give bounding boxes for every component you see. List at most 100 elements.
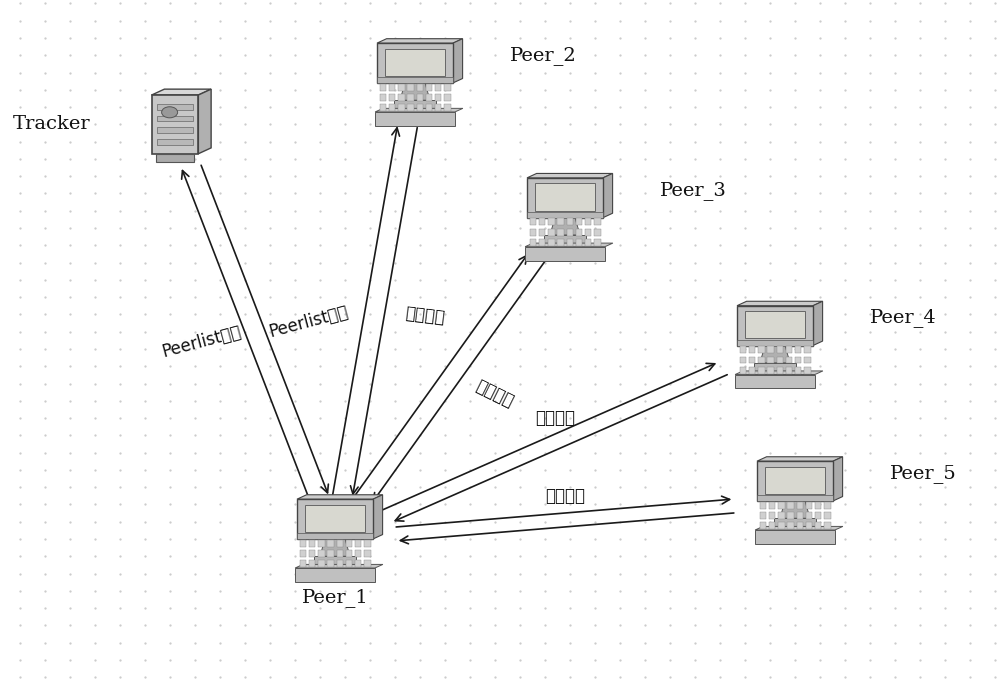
Text: Peer_4: Peer_4 bbox=[870, 308, 937, 328]
Polygon shape bbox=[373, 495, 383, 539]
FancyBboxPatch shape bbox=[435, 84, 441, 91]
Polygon shape bbox=[760, 346, 790, 363]
Text: Peer_2: Peer_2 bbox=[510, 46, 577, 65]
FancyBboxPatch shape bbox=[407, 104, 414, 111]
FancyBboxPatch shape bbox=[417, 104, 423, 111]
FancyBboxPatch shape bbox=[787, 522, 794, 529]
FancyBboxPatch shape bbox=[740, 357, 746, 363]
FancyBboxPatch shape bbox=[309, 560, 315, 567]
FancyBboxPatch shape bbox=[327, 550, 334, 557]
FancyBboxPatch shape bbox=[758, 367, 765, 374]
FancyBboxPatch shape bbox=[797, 502, 803, 509]
Polygon shape bbox=[375, 108, 463, 112]
Polygon shape bbox=[603, 173, 613, 218]
FancyBboxPatch shape bbox=[426, 104, 432, 111]
FancyBboxPatch shape bbox=[535, 183, 595, 211]
FancyBboxPatch shape bbox=[806, 522, 812, 529]
FancyBboxPatch shape bbox=[760, 502, 766, 509]
FancyBboxPatch shape bbox=[758, 357, 765, 363]
FancyBboxPatch shape bbox=[548, 218, 555, 225]
FancyBboxPatch shape bbox=[318, 540, 325, 547]
FancyBboxPatch shape bbox=[364, 560, 371, 567]
FancyBboxPatch shape bbox=[769, 522, 775, 529]
FancyBboxPatch shape bbox=[389, 84, 395, 91]
FancyBboxPatch shape bbox=[765, 466, 825, 494]
FancyBboxPatch shape bbox=[567, 229, 573, 236]
FancyBboxPatch shape bbox=[318, 560, 325, 567]
FancyBboxPatch shape bbox=[295, 568, 375, 582]
Text: Peerlist列表: Peerlist列表 bbox=[160, 322, 243, 361]
Polygon shape bbox=[833, 457, 843, 501]
Text: 信息交互: 信息交互 bbox=[545, 486, 585, 505]
Polygon shape bbox=[297, 495, 383, 499]
FancyBboxPatch shape bbox=[594, 218, 601, 225]
FancyBboxPatch shape bbox=[327, 560, 334, 567]
FancyBboxPatch shape bbox=[389, 94, 395, 101]
Circle shape bbox=[162, 107, 178, 118]
FancyBboxPatch shape bbox=[749, 367, 755, 374]
FancyBboxPatch shape bbox=[435, 104, 441, 111]
FancyBboxPatch shape bbox=[355, 540, 361, 547]
FancyBboxPatch shape bbox=[769, 502, 775, 509]
FancyBboxPatch shape bbox=[157, 139, 193, 145]
FancyBboxPatch shape bbox=[377, 77, 453, 83]
FancyBboxPatch shape bbox=[749, 357, 755, 363]
FancyBboxPatch shape bbox=[815, 502, 821, 509]
Polygon shape bbox=[400, 83, 430, 100]
Polygon shape bbox=[527, 173, 613, 178]
Polygon shape bbox=[735, 371, 823, 375]
Text: Tracker: Tracker bbox=[12, 115, 90, 133]
FancyBboxPatch shape bbox=[364, 550, 371, 557]
Polygon shape bbox=[550, 218, 580, 235]
FancyBboxPatch shape bbox=[157, 127, 193, 133]
FancyBboxPatch shape bbox=[385, 48, 445, 76]
FancyBboxPatch shape bbox=[407, 94, 414, 101]
FancyBboxPatch shape bbox=[539, 239, 545, 246]
FancyBboxPatch shape bbox=[530, 218, 536, 225]
FancyBboxPatch shape bbox=[804, 367, 811, 374]
FancyBboxPatch shape bbox=[767, 346, 774, 353]
FancyBboxPatch shape bbox=[755, 530, 835, 544]
Polygon shape bbox=[198, 89, 211, 154]
Polygon shape bbox=[755, 527, 843, 530]
Polygon shape bbox=[320, 539, 350, 556]
FancyBboxPatch shape bbox=[309, 550, 315, 557]
FancyBboxPatch shape bbox=[337, 550, 343, 557]
FancyBboxPatch shape bbox=[824, 502, 831, 509]
FancyBboxPatch shape bbox=[152, 95, 198, 154]
FancyBboxPatch shape bbox=[795, 367, 801, 374]
Polygon shape bbox=[737, 301, 823, 305]
FancyBboxPatch shape bbox=[777, 367, 783, 374]
FancyBboxPatch shape bbox=[444, 84, 451, 91]
FancyBboxPatch shape bbox=[364, 540, 371, 547]
FancyBboxPatch shape bbox=[778, 522, 785, 529]
FancyBboxPatch shape bbox=[757, 461, 833, 501]
FancyBboxPatch shape bbox=[300, 550, 306, 557]
FancyBboxPatch shape bbox=[786, 357, 792, 363]
FancyBboxPatch shape bbox=[760, 522, 766, 529]
Polygon shape bbox=[813, 301, 823, 346]
Text: Peer_1: Peer_1 bbox=[302, 588, 368, 607]
FancyBboxPatch shape bbox=[576, 229, 582, 236]
FancyBboxPatch shape bbox=[787, 502, 794, 509]
FancyBboxPatch shape bbox=[548, 229, 555, 236]
FancyBboxPatch shape bbox=[745, 311, 805, 339]
FancyBboxPatch shape bbox=[426, 84, 432, 91]
FancyBboxPatch shape bbox=[774, 518, 816, 527]
FancyBboxPatch shape bbox=[297, 499, 373, 539]
FancyBboxPatch shape bbox=[804, 346, 811, 353]
FancyBboxPatch shape bbox=[375, 112, 455, 126]
FancyBboxPatch shape bbox=[737, 305, 813, 346]
FancyBboxPatch shape bbox=[757, 495, 833, 501]
FancyBboxPatch shape bbox=[297, 533, 373, 539]
FancyBboxPatch shape bbox=[735, 375, 815, 388]
FancyBboxPatch shape bbox=[797, 512, 803, 519]
FancyBboxPatch shape bbox=[576, 218, 582, 225]
FancyBboxPatch shape bbox=[398, 94, 405, 101]
FancyBboxPatch shape bbox=[594, 239, 601, 246]
FancyBboxPatch shape bbox=[815, 522, 821, 529]
Polygon shape bbox=[295, 565, 383, 568]
FancyBboxPatch shape bbox=[585, 239, 591, 246]
Text: Peer_3: Peer_3 bbox=[660, 180, 727, 200]
FancyBboxPatch shape bbox=[824, 512, 831, 519]
